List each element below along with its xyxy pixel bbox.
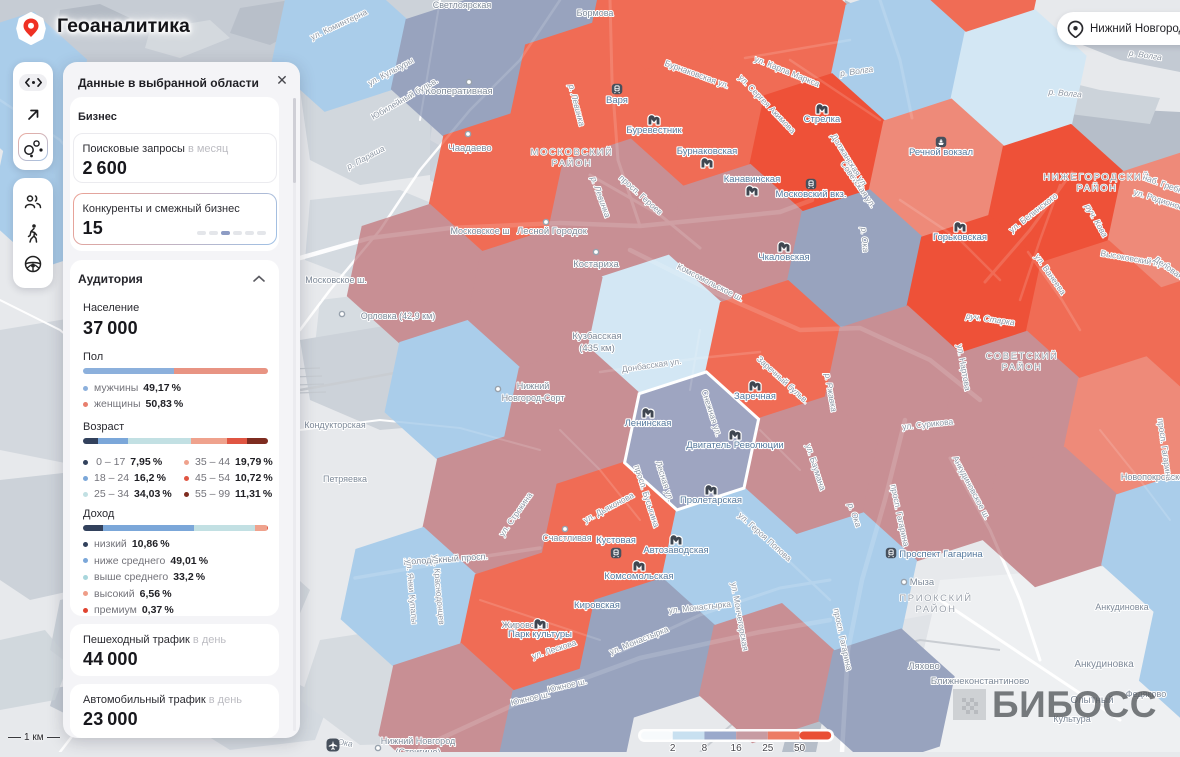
svg-text:25: 25 — [762, 743, 774, 752]
svg-text:Ближнеконстантиново: Ближнеконстантиново — [931, 676, 1030, 687]
svg-text:Опытный: Опытный — [1070, 695, 1113, 706]
svg-text:Кировская: Кировская — [574, 600, 620, 611]
svg-text:Петряевка: Петряевка — [323, 474, 367, 484]
svg-text:Чкаловская: Чкаловская — [758, 252, 809, 263]
svg-text:Новопокровское: Новопокровское — [1121, 472, 1180, 482]
svg-text:8: 8 — [702, 743, 708, 752]
svg-text:РАЙОН: РАЙОН — [551, 157, 592, 169]
svg-text:Московское ш.: Московское ш. — [305, 275, 367, 285]
svg-text:Московский вкз.: Московский вкз. — [775, 189, 846, 200]
svg-text:Нижний Новгород: Нижний Новгород — [381, 736, 456, 746]
svg-text:Бурнаковская: Бурнаковская — [677, 146, 738, 157]
svg-text:Кузбасская: Кузбасская — [572, 331, 621, 342]
svg-text:Костариха: Костариха — [573, 259, 619, 270]
svg-text:Варя: Варя — [606, 95, 628, 106]
svg-text:БИБОСС: БИБОСС — [992, 684, 1157, 725]
svg-text:Ляхово: Ляхово — [908, 661, 940, 672]
svg-text:(Стригино): (Стригино) — [396, 747, 441, 752]
svg-text:2: 2 — [670, 743, 676, 752]
svg-text:Комсомольская: Комсомольская — [604, 571, 673, 582]
svg-text:Парк культуры: Парк культуры — [508, 629, 572, 640]
svg-text:Кондукторская: Кондукторская — [304, 420, 366, 430]
svg-text:Новгород-Сорт: Новгород-Сорт — [502, 393, 565, 403]
svg-text:Двигатель Революции: Двигатель Революции — [686, 440, 783, 451]
svg-text:ПРИОКСКИЙ: ПРИОКСКИЙ — [899, 592, 972, 604]
svg-text:Стрелка: Стрелка — [804, 114, 841, 125]
svg-text:РАЙОН: РАЙОН — [1001, 361, 1042, 373]
svg-text:Чаадаево: Чаадаево — [448, 143, 491, 154]
svg-text:Кооперативная: Кооперативная — [425, 86, 492, 97]
svg-text:Федяково: Федяково — [1126, 689, 1167, 699]
svg-text:Пролетарская: Пролетарская — [680, 495, 742, 506]
svg-text:Лесной Городок: Лесной Городок — [517, 226, 588, 237]
svg-text:Орловка (42,9 км): Орловка (42,9 км) — [361, 311, 436, 321]
svg-text:50: 50 — [794, 743, 806, 752]
svg-text:Кустовая: Кустовая — [596, 535, 636, 546]
svg-text:Нижний: Нижний — [517, 381, 550, 391]
svg-text:Проспект Гагарина: Проспект Гагарина — [899, 549, 983, 560]
svg-text:Автозаводская: Автозаводская — [643, 545, 708, 556]
svg-text:(435 км): (435 км) — [579, 343, 615, 354]
svg-text:р. Ока: р. Ока — [859, 226, 871, 253]
svg-text:Мыза: Мыза — [910, 577, 935, 588]
svg-text:НИЖЕГОРОДСКИЙ: НИЖЕГОРОДСКИЙ — [1043, 171, 1150, 183]
svg-text:Буревестник: Буревестник — [626, 125, 682, 136]
svg-text:РАЙОН: РАЙОН — [915, 603, 956, 615]
svg-text:Заречная: Заречная — [734, 391, 776, 402]
svg-text:Горьковская: Горьковская — [933, 232, 987, 243]
svg-text:Речной вокзал: Речной вокзал — [909, 147, 973, 158]
svg-text:Культура: Культура — [1053, 714, 1090, 724]
svg-text:МОСКОВСКИЙ: МОСКОВСКИЙ — [530, 146, 613, 158]
svg-text:Светлоярская: Светлоярская — [433, 0, 492, 10]
svg-text:16: 16 — [731, 743, 743, 752]
svg-text:Счастливая: Счастливая — [542, 533, 591, 543]
svg-text:Канавинская: Канавинская — [724, 174, 781, 185]
svg-text:РАЙОН: РАЙОН — [1076, 182, 1117, 194]
svg-text:Бормова: Бормова — [577, 8, 614, 18]
svg-text:р. Волга: р. Волга — [1047, 86, 1082, 99]
svg-text:Ленинская: Ленинская — [625, 418, 672, 429]
svg-text:Анкудиновка: Анкудиновка — [1074, 659, 1134, 670]
svg-text:СОВЕТСКИЙ: СОВЕТСКИЙ — [986, 350, 1059, 362]
svg-text:Анкудиновка: Анкудиновка — [1095, 602, 1148, 612]
svg-text:Московское ш: Московское ш — [450, 226, 509, 236]
